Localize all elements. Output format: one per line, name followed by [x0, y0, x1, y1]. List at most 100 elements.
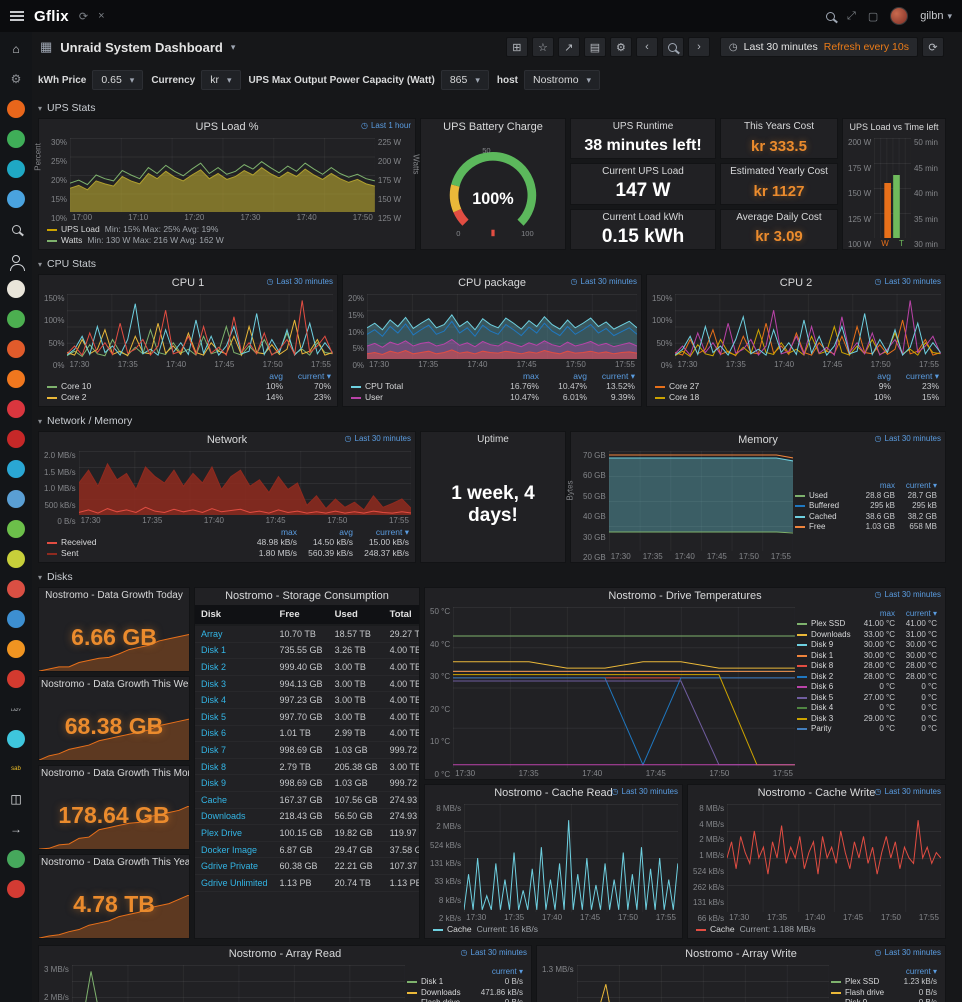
legend-item[interactable]: Core 18 10% 15%	[655, 392, 939, 403]
row-toggle-ups[interactable]: ▾ UPS Stats	[38, 102, 96, 114]
cache-write-chart[interactable]	[727, 804, 941, 912]
legend-item[interactable]: User 10.47% 6.01% 9.39%	[351, 392, 635, 403]
panel-timerange[interactable]: ◷ Last 30 minutes	[874, 787, 941, 796]
dashboard-settings-button[interactable]: ⚙	[609, 37, 632, 57]
variable-dropdown[interactable]: Nostromo ▾	[524, 70, 601, 90]
app-orange-diamond-icon[interactable]	[7, 640, 25, 658]
panel-timerange[interactable]: ◷ Last 30 minutes	[874, 277, 941, 286]
refresh-button[interactable]: ⟳	[922, 37, 944, 57]
panel-title[interactable]: Network	[206, 434, 248, 446]
app-red-orange-icon[interactable]	[7, 340, 25, 358]
variable-dropdown[interactable]: 0.65 ▾	[92, 70, 144, 90]
disk-link[interactable]: Disk 6	[195, 725, 274, 742]
app-blue-drop-icon[interactable]	[7, 490, 25, 508]
legend-item[interactable]: Received 48.98 kB/s 14.50 kB/s 15.00 kB/s	[47, 537, 409, 548]
disk-link[interactable]: Downloads	[195, 808, 274, 825]
search-icon[interactable]	[826, 11, 835, 21]
app-green-leaf-icon[interactable]	[7, 520, 25, 538]
app-green-diamond-icon[interactable]	[7, 130, 25, 148]
app-orange-circle-icon[interactable]	[7, 100, 25, 118]
table-header[interactable]: Total	[383, 605, 419, 626]
row-toggle-network[interactable]: ▾ Network / Memory	[38, 415, 133, 427]
app-flame-icon[interactable]	[7, 370, 25, 388]
panel-timerange[interactable]: ◷ Last 1 hour	[360, 121, 411, 130]
disk-link[interactable]: Disk 3	[195, 675, 274, 692]
hamburger-menu-icon[interactable]	[10, 11, 24, 21]
table-header[interactable]: Used	[328, 605, 384, 626]
app-red-badge-icon[interactable]	[7, 430, 25, 448]
cpu-package-chart[interactable]	[367, 294, 637, 359]
disk-link[interactable]: Disk 8	[195, 758, 274, 775]
variable-dropdown[interactable]: kr ▾	[201, 70, 241, 90]
ups-load-chart[interactable]	[70, 138, 375, 212]
legend-item[interactable]: Disk 9 0 B/s	[831, 998, 937, 1002]
stat-title[interactable]: Current UPS Load	[602, 166, 684, 178]
panel-timerange[interactable]: ◷ Last 30 minutes	[874, 590, 941, 599]
legend-item[interactable]: Watts Min: 130 W Max: 216 W Avg: 162 W	[47, 235, 409, 246]
app-lazy-icon[interactable]: LAZY	[10, 706, 21, 712]
time-back-button[interactable]: ‹	[635, 37, 658, 57]
stat-title[interactable]: UPS Runtime	[612, 121, 674, 132]
disk-link[interactable]: Gdrive Private	[195, 858, 274, 875]
app-teal-circle-icon[interactable]	[7, 160, 25, 178]
disk-link[interactable]: Gdrive Unlimited	[195, 874, 274, 891]
legend-item[interactable]: Flash drive 0 B/s	[831, 988, 937, 999]
disk-link[interactable]: Disk 1	[195, 642, 274, 659]
legend-item[interactable]: UPS Load Min: 15% Max: 25% Avg: 19%	[47, 224, 409, 235]
legend-item[interactable]: Cache Current: 1.188 MB/s	[696, 924, 939, 935]
battery-gauge[interactable]: 0 50 100 100%	[421, 136, 565, 249]
avatar[interactable]	[890, 7, 909, 25]
app-cloud-icon[interactable]	[7, 190, 25, 208]
app-red-drop-icon[interactable]	[7, 400, 25, 418]
legend-item[interactable]: CPU Total 16.76% 10.47% 13.52%	[351, 381, 635, 392]
legend-item[interactable]: Plex SSD 41.00 °C 41.00 °C	[797, 619, 937, 630]
legend-item[interactable]: Used 28.8 GB 28.7 GB	[795, 491, 937, 502]
settings-icon[interactable]: ⚙	[10, 72, 22, 86]
cache-read-chart[interactable]	[464, 804, 678, 912]
legend-item[interactable]: Disk 6 0 °C 0 °C	[797, 682, 937, 693]
panel-title[interactable]: Nostromo - Storage Consumption	[225, 590, 389, 602]
array-read-chart[interactable]	[71, 965, 405, 1002]
user-menu[interactable]: gilbn ▾	[920, 10, 952, 22]
legend-item[interactable]: Buffered 295 kB 295 kB	[795, 501, 937, 512]
stat-title[interactable]: Average Daily Cost	[736, 211, 822, 223]
app-sab-icon[interactable]: sab	[11, 766, 21, 772]
panel-title[interactable]: CPU 2	[779, 277, 813, 289]
disk-link[interactable]: Disk 4	[195, 692, 274, 709]
panel-timerange[interactable]: ◷ Last 30 minutes	[570, 277, 637, 286]
stat-title[interactable]: Nostromo - Data Growth This Month	[41, 768, 189, 779]
panel-title[interactable]: Nostromo - Cache Read	[494, 787, 613, 799]
app-red-ring-icon[interactable]	[7, 880, 25, 898]
legend-item[interactable]: Disk 9 30.00 °C 30.00 °C	[797, 640, 937, 651]
disk-link[interactable]: Cache	[195, 791, 274, 808]
dashboard-title[interactable]: Unraid System Dashboard	[60, 39, 223, 55]
cpu1-chart[interactable]	[67, 294, 333, 359]
save-button[interactable]: ▤	[583, 37, 606, 57]
panel-timerange[interactable]: ◷ Last 30 minutes	[874, 948, 941, 957]
stat-title[interactable]: Nostromo - Data Growth This Year	[41, 857, 189, 868]
stat-title[interactable]: Nostromo - Data Growth This Week	[41, 679, 189, 690]
app-camera-icon[interactable]	[7, 610, 25, 628]
disk-link[interactable]: Plex Drive	[195, 825, 274, 842]
zoom-out-button[interactable]	[661, 37, 684, 57]
panel-title[interactable]: CPU 1	[171, 277, 205, 289]
panel-timerange[interactable]: ◷ Last 30 minutes	[344, 434, 411, 443]
legend-item[interactable]: Sent 1.80 MB/s 560.39 kB/s 248.37 kB/s	[47, 548, 409, 559]
panel-title[interactable]: CPU package	[458, 277, 526, 289]
chevron-down-icon[interactable]: ▾	[230, 41, 236, 52]
legend-item[interactable]: Downloads 33.00 °C 31.00 °C	[797, 630, 937, 641]
panel-timerange[interactable]: ◷ Last 30 minutes	[266, 277, 333, 286]
close-icon[interactable]: ×	[98, 10, 105, 22]
sidebar-user-icon[interactable]	[7, 250, 25, 271]
time-forward-button[interactable]: ›	[687, 37, 710, 57]
legend-item[interactable]: Cache Current: 16 kB/s	[433, 924, 676, 935]
legend-item[interactable]: Disk 3 29.00 °C 0 °C	[797, 714, 937, 725]
stat-title[interactable]: Nostromo - Data Growth Today	[45, 590, 183, 601]
app-red-stack-icon[interactable]	[7, 580, 25, 598]
legend-item[interactable]: Disk 1 0 B/s	[407, 977, 523, 988]
panel-title[interactable]: Nostromo - Drive Temperatures	[608, 590, 762, 602]
home-icon[interactable]: ⌂	[12, 42, 20, 56]
legend-item[interactable]: Core 2 14% 23%	[47, 392, 331, 403]
legend-item[interactable]: Downloads 471.86 kB/s	[407, 988, 523, 999]
app-red-shield-icon[interactable]	[7, 670, 25, 688]
